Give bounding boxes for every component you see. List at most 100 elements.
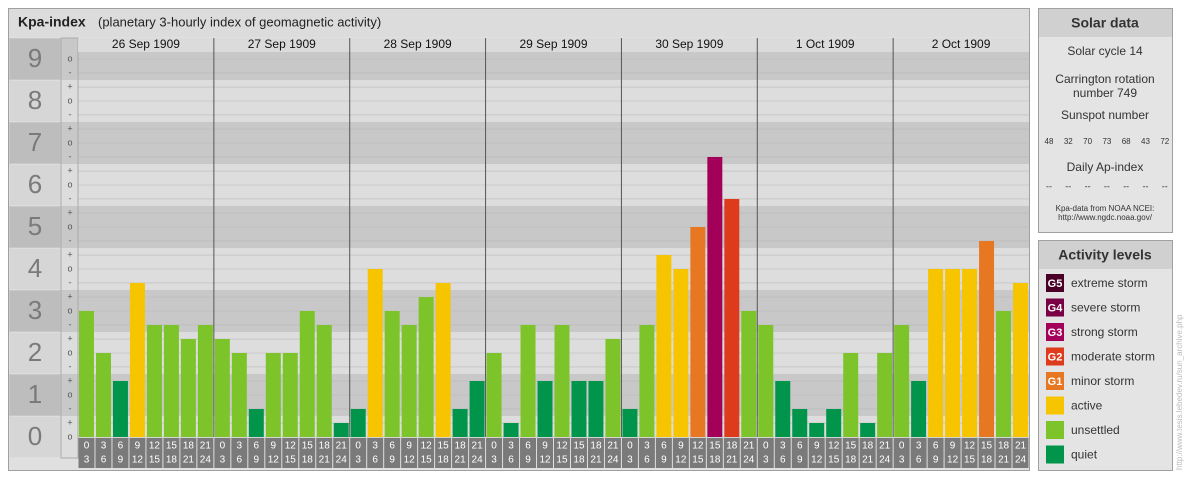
hour-cell: [893, 438, 910, 468]
bar: [843, 353, 859, 437]
day-label: 29 Sep 1909: [519, 37, 587, 51]
hour-from: 6: [661, 441, 667, 452]
carrington-line: Carrington rotation: [1055, 72, 1154, 86]
hour-from: 9: [542, 441, 548, 452]
hour-to: 6: [372, 455, 378, 466]
level-name: strong storm: [1071, 325, 1138, 339]
hour-from: 18: [455, 441, 467, 452]
hour-from: 18: [998, 441, 1010, 452]
hour-to: 24: [607, 455, 619, 466]
label-cell: [10, 207, 60, 247]
hour-from: 18: [726, 441, 738, 452]
hour-from: 12: [556, 441, 568, 452]
hour-to: 18: [709, 455, 721, 466]
hour-from: 18: [590, 441, 602, 452]
label-cell: [10, 333, 60, 373]
minor-tick-label: +: [67, 207, 72, 217]
level-code: G1: [1048, 376, 1063, 388]
bar: [792, 408, 808, 437]
level-swatch: [1046, 396, 1064, 415]
sunspot-title: Sunspot number: [1061, 108, 1149, 122]
hour-cell: [927, 438, 944, 468]
hour-cell: [78, 438, 95, 468]
hour-cell: [740, 438, 757, 468]
hour-cell: [146, 438, 163, 468]
level-name: severe storm: [1071, 301, 1140, 315]
bar: [571, 381, 587, 437]
source-url: http://www.ngdc.noaa.gov/: [1058, 213, 1153, 222]
minor-tick-label: o: [67, 95, 72, 105]
bar: [180, 339, 196, 437]
chart-subtitle: (planetary 3-hourly index of geomagnetic…: [98, 14, 381, 29]
hour-to: 12: [675, 455, 687, 466]
sunspot-value: 70: [1083, 137, 1092, 146]
ap-value: --: [1123, 181, 1129, 191]
level-code: G3: [1048, 327, 1063, 339]
minor-tick-label: -: [69, 319, 72, 329]
hour-to: 24: [336, 455, 348, 466]
hour-from: 6: [525, 441, 531, 452]
hour-from: 12: [828, 441, 840, 452]
hour-to: 9: [389, 455, 395, 466]
day-header: [213, 38, 350, 52]
hour-from: 0: [491, 441, 497, 452]
minor-tick-label: +: [67, 165, 72, 175]
bar: [656, 255, 672, 437]
carrington: Carrington rotation number 749: [1055, 72, 1154, 100]
bar: [367, 269, 383, 437]
bar: [775, 381, 791, 437]
minor-tick-label: +: [67, 123, 72, 133]
day-label: 1 Oct 1909: [796, 37, 855, 51]
day-header: [349, 38, 486, 52]
hour-to: 3: [84, 455, 90, 466]
hour-to: 12: [132, 455, 144, 466]
hour-cell: [757, 438, 774, 468]
bar: [928, 269, 944, 437]
hour-cell: [825, 438, 842, 468]
hour-cell: [452, 438, 469, 468]
hour-to: 18: [166, 455, 178, 466]
hour-to: 15: [285, 455, 297, 466]
bar: [214, 339, 230, 437]
hour-cell: [316, 438, 333, 468]
hour-from: 21: [879, 441, 891, 452]
level-swatch: [1046, 445, 1064, 464]
hour-cell: [197, 438, 214, 468]
minor-tick-label: o: [67, 137, 72, 147]
hour-from: 9: [814, 441, 820, 452]
day-label: 30 Sep 1909: [655, 37, 723, 51]
hour-from: 3: [508, 441, 514, 452]
hour-from: 21: [200, 441, 212, 452]
bar: [418, 297, 434, 437]
minor-tick-label: -: [69, 361, 72, 371]
hour-to: 24: [743, 455, 755, 466]
minor-tick-label: o: [67, 53, 72, 63]
hour-to: 9: [661, 455, 667, 466]
hour-from: 6: [797, 441, 803, 452]
bar: [486, 353, 502, 437]
label-cell: [10, 123, 60, 163]
hour-cell: [112, 438, 129, 468]
ap-value: --: [1085, 181, 1091, 191]
hour-from: 3: [916, 441, 922, 452]
hour-cell: [723, 438, 740, 468]
hour-from: 3: [780, 441, 786, 452]
hour-cell: [655, 438, 672, 468]
hour-cell: [248, 438, 265, 468]
level-name: active: [1071, 399, 1103, 413]
hour-to: 12: [811, 455, 823, 466]
hour-to: 21: [590, 455, 602, 466]
bar: [316, 324, 332, 437]
hour-from: 3: [101, 441, 107, 452]
hour-cell: [706, 438, 723, 468]
day-header: [78, 38, 214, 52]
hour-cell: [401, 438, 418, 468]
hour-to: 3: [899, 455, 905, 466]
hour-from: 6: [118, 441, 124, 452]
hour-to: 15: [149, 455, 161, 466]
hour-from: 6: [933, 441, 939, 452]
hour-cell: [570, 438, 587, 468]
hour-to: 12: [947, 455, 959, 466]
y-tick-label: 7: [28, 127, 42, 157]
hour-from: 6: [254, 441, 260, 452]
